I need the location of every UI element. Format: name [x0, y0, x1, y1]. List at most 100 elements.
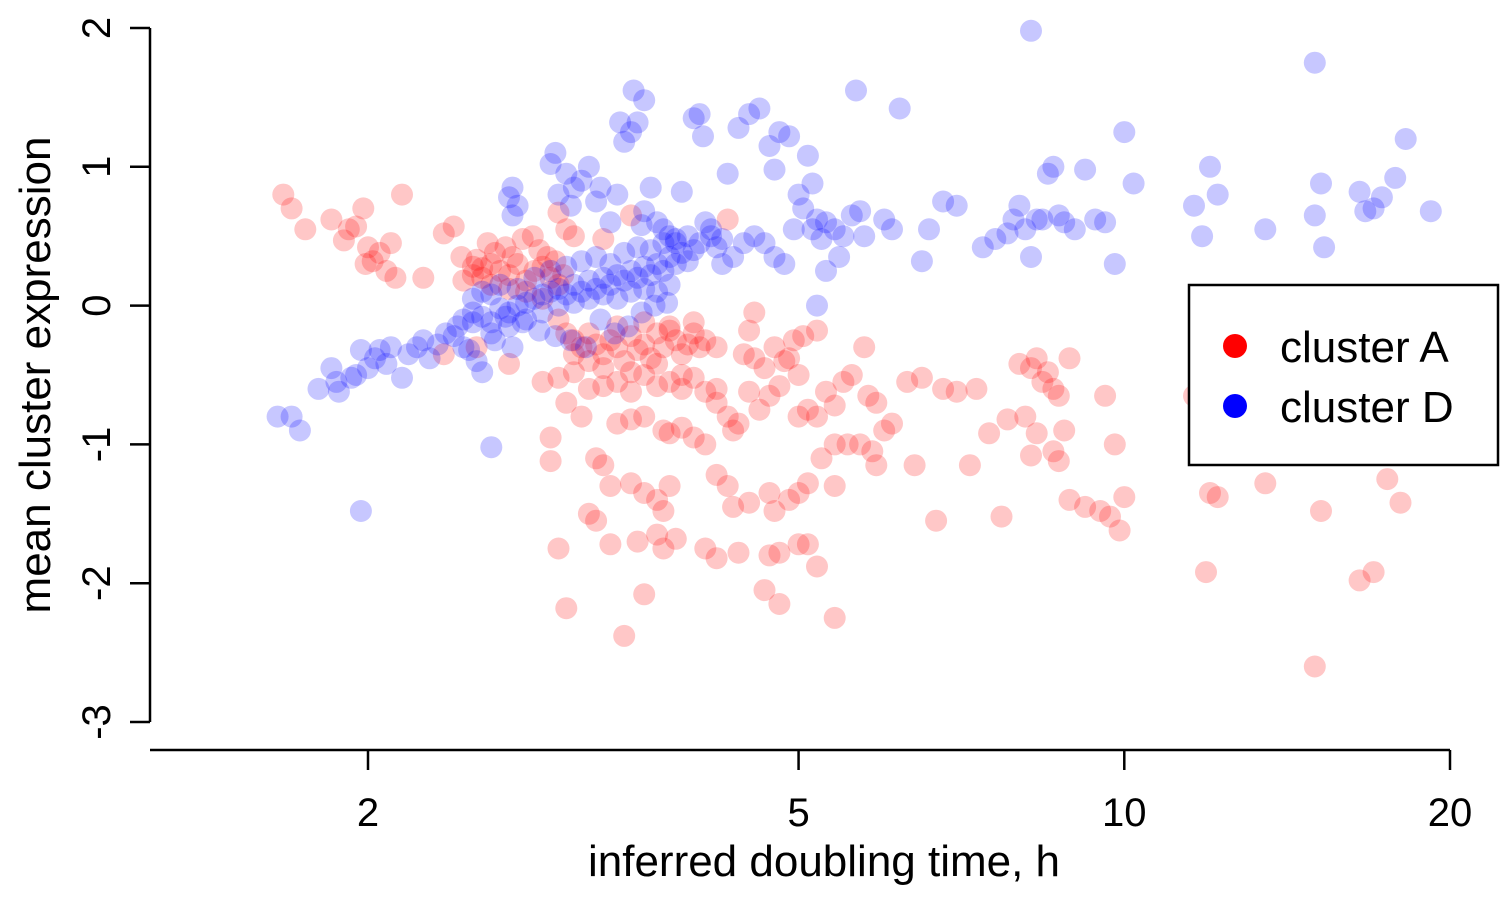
legend-marker-cluster-a [1223, 334, 1247, 358]
point-cluster-d [480, 283, 503, 306]
point-cluster-a [606, 336, 629, 359]
point-cluster-a [694, 537, 717, 560]
point-cluster-a [758, 384, 781, 407]
point-cluster-a [727, 541, 750, 564]
point-cluster-a [1036, 361, 1059, 384]
point-cluster-a [748, 398, 771, 421]
point-cluster-a [465, 336, 488, 359]
point-cluster-a [1074, 495, 1097, 518]
point-cluster-a [773, 350, 796, 373]
point-cluster-d [559, 329, 582, 352]
point-cluster-a [639, 347, 662, 370]
point-cluster-a [547, 308, 570, 331]
point-cluster-a [996, 408, 1019, 431]
point-cluster-d [266, 405, 289, 428]
point-cluster-d [633, 277, 656, 300]
point-cluster-a [352, 197, 375, 220]
point-cluster-a [787, 405, 810, 428]
point-cluster-d [539, 259, 562, 282]
point-cluster-a [539, 450, 562, 473]
point-cluster-a [753, 357, 776, 380]
point-cluster-a [562, 225, 585, 248]
point-cluster-a [357, 236, 379, 259]
y-ticks: -3 -2 -1 0 1 2 [75, 17, 150, 740]
point-cluster-a [391, 183, 413, 206]
point-cluster-d [658, 273, 681, 296]
point-cluster-d [547, 277, 570, 300]
point-cluster-a [670, 377, 693, 400]
point-cluster-a [1113, 486, 1136, 509]
point-cluster-a [646, 375, 669, 398]
point-cluster-a [823, 394, 846, 417]
point-cluster-a [932, 377, 955, 400]
point-cluster-a [652, 336, 675, 359]
point-cluster-d [806, 208, 828, 231]
point-cluster-d [606, 183, 629, 206]
point-cluster-d [932, 190, 955, 213]
point-cluster-a [345, 215, 368, 238]
point-cluster-d [1348, 180, 1371, 203]
point-cluster-d [340, 366, 363, 389]
legend-label-cluster-d: cluster D [1280, 383, 1454, 432]
point-cluster-a [658, 319, 681, 342]
point-cluster-d [1113, 121, 1136, 144]
point-cluster-d [555, 255, 578, 278]
point-cluster-a [958, 454, 981, 477]
x-tick-label: 2 [357, 791, 379, 835]
point-cluster-d [434, 322, 457, 345]
point-cluster-d [368, 339, 391, 361]
point-cluster-a [652, 500, 675, 522]
point-cluster-a [1089, 500, 1112, 522]
point-cluster-a [778, 488, 801, 511]
point-cluster-a [471, 266, 494, 289]
point-cluster-a [670, 364, 693, 386]
point-cluster-d [599, 253, 622, 275]
point-cluster-a [806, 555, 828, 578]
point-cluster-a [705, 463, 728, 486]
point-cluster-a [1199, 482, 1221, 504]
point-cluster-a [480, 253, 503, 275]
point-cluster-d [815, 211, 837, 234]
point-cluster-d [515, 291, 538, 314]
point-cluster-d [1103, 253, 1126, 275]
point-cluster-a [555, 391, 578, 414]
point-cluster-a [763, 500, 786, 522]
point-cluster-d [544, 141, 567, 164]
point-cluster-d [483, 329, 506, 352]
point-cluster-d [670, 241, 693, 264]
point-cluster-a [483, 241, 506, 264]
point-cluster-a [1348, 569, 1371, 592]
point-cluster-d [873, 208, 896, 231]
point-cluster-a [832, 370, 855, 393]
point-cluster-a [577, 377, 600, 400]
point-cluster-d [327, 380, 350, 403]
point-cluster-d [511, 311, 534, 334]
point-cluster-d [501, 176, 524, 199]
point-cluster-a [547, 273, 570, 296]
point-cluster-a [592, 357, 615, 380]
point-cluster-a [480, 273, 503, 296]
point-cluster-d [452, 308, 475, 331]
point-cluster-a [823, 475, 846, 497]
point-cluster-a [682, 366, 705, 389]
point-cluster-a [280, 197, 303, 220]
point-cluster-a [1195, 561, 1217, 584]
point-cluster-a [763, 336, 786, 359]
point-cluster-d [849, 200, 872, 223]
point-cluster-d [531, 301, 554, 324]
point-cluster-d [853, 225, 876, 248]
point-cluster-d [489, 273, 512, 296]
point-cluster-a [536, 246, 559, 268]
point-cluster-d [1094, 211, 1117, 234]
point-cluster-a [658, 370, 681, 393]
point-cluster-a [853, 336, 876, 359]
point-cluster-d [606, 264, 629, 287]
point-cluster-d [1183, 194, 1205, 217]
point-cluster-a [716, 405, 739, 428]
y-tick-label: 0 [75, 294, 119, 316]
point-cluster-d [971, 236, 994, 259]
point-cluster-d [570, 250, 593, 273]
point-cluster-d [570, 169, 593, 192]
point-cluster-a [354, 253, 377, 275]
point-cluster-d [646, 211, 669, 234]
